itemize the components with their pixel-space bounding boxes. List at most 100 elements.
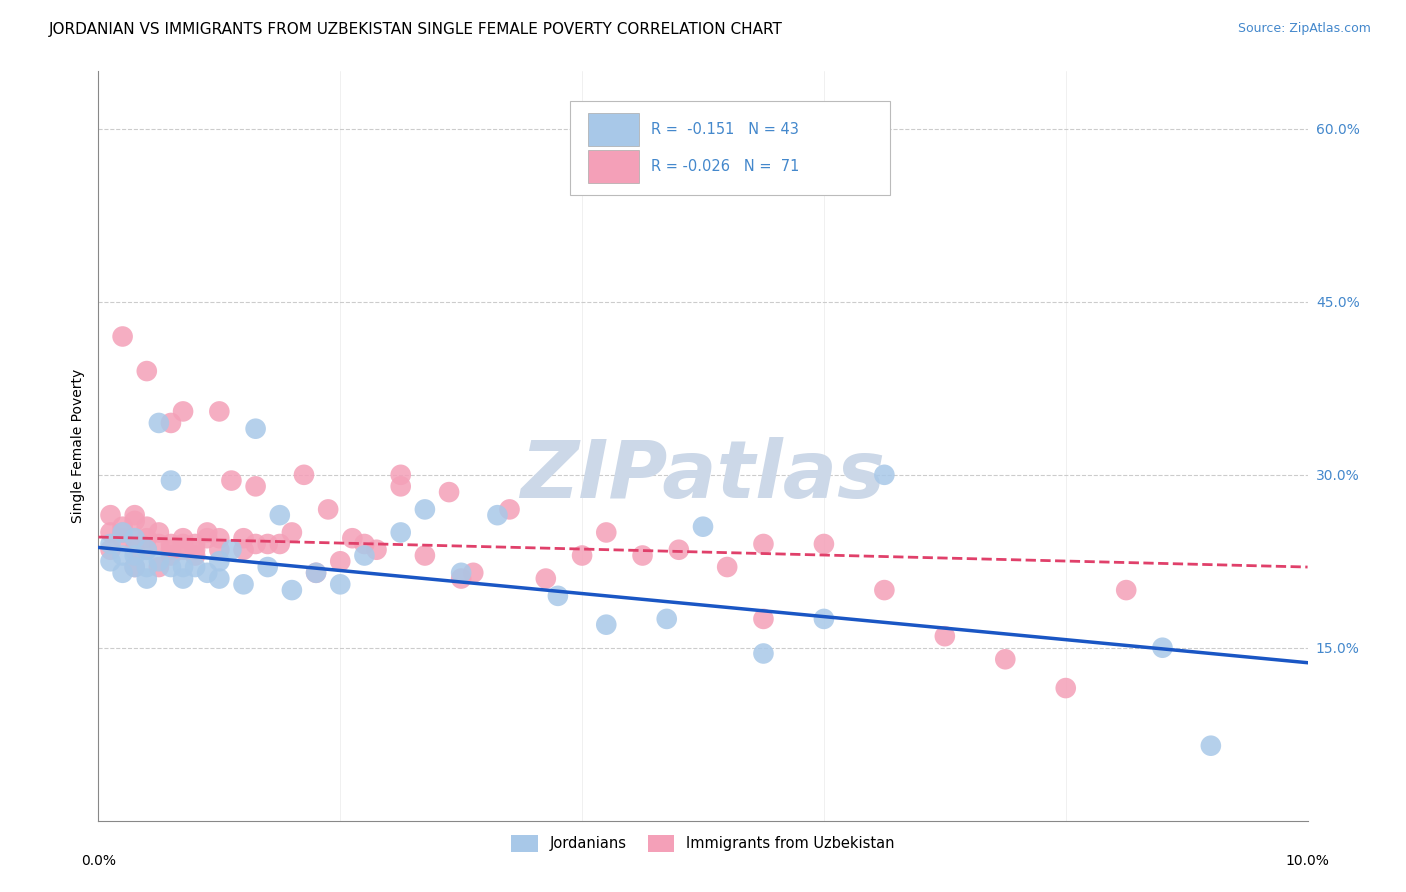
Point: [111, 519, 134, 533]
Point: [100, 525, 122, 540]
Point: [172, 572, 194, 586]
Point: [172, 404, 194, 418]
Point: [353, 537, 375, 551]
Point: [631, 549, 654, 563]
Point: [221, 474, 243, 488]
Point: [463, 566, 485, 580]
Point: [135, 572, 157, 586]
Point: [281, 583, 304, 598]
Point: [256, 560, 278, 574]
Point: [450, 572, 472, 586]
Point: [692, 519, 714, 533]
Point: [316, 502, 339, 516]
Point: [160, 537, 183, 551]
Point: [292, 467, 315, 482]
Point: [208, 531, 231, 545]
Point: [245, 422, 267, 436]
Point: [172, 542, 194, 557]
Point: [135, 542, 157, 557]
Point: [571, 549, 593, 563]
Legend: Jordanians, Immigrants from Uzbekistan: Jordanians, Immigrants from Uzbekistan: [506, 829, 900, 858]
Point: [100, 508, 122, 523]
Point: [232, 542, 254, 557]
Point: [208, 554, 231, 568]
Point: [1054, 681, 1077, 695]
Point: [172, 531, 194, 545]
Point: [124, 514, 146, 528]
Point: [752, 612, 775, 626]
Point: [329, 554, 352, 568]
Point: [269, 537, 291, 551]
Point: [148, 537, 170, 551]
Point: [172, 560, 194, 574]
Point: [184, 560, 207, 574]
Y-axis label: Single Female Poverty: Single Female Poverty: [70, 369, 84, 523]
Point: [172, 537, 194, 551]
Point: [389, 467, 412, 482]
Point: [305, 566, 328, 580]
Text: 10.0%: 10.0%: [1285, 855, 1330, 868]
Point: [124, 531, 146, 545]
Point: [160, 560, 183, 574]
Point: [668, 542, 690, 557]
Point: [221, 542, 243, 557]
Point: [366, 542, 388, 557]
Point: [873, 583, 896, 598]
Point: [486, 508, 509, 523]
Point: [437, 485, 460, 500]
Point: [135, 542, 157, 557]
Point: [873, 467, 896, 482]
Point: [124, 508, 146, 523]
Point: [100, 554, 122, 568]
Point: [256, 537, 278, 551]
Point: [1152, 640, 1174, 655]
FancyBboxPatch shape: [569, 102, 890, 195]
Point: [655, 612, 678, 626]
Point: [124, 560, 146, 574]
Point: [160, 474, 183, 488]
Point: [124, 549, 146, 563]
Point: [450, 566, 472, 580]
Point: [245, 479, 267, 493]
Point: [595, 617, 617, 632]
Point: [111, 329, 134, 343]
Point: [534, 572, 557, 586]
Text: Source: ZipAtlas.com: Source: ZipAtlas.com: [1237, 22, 1371, 36]
Point: [547, 589, 569, 603]
Point: [148, 416, 170, 430]
Point: [716, 560, 738, 574]
Point: [281, 525, 304, 540]
Text: R =  -0.151   N = 43: R = -0.151 N = 43: [651, 122, 799, 137]
Point: [245, 537, 267, 551]
Point: [135, 560, 157, 574]
Point: [413, 549, 436, 563]
Point: [498, 502, 520, 516]
Text: ZIPatlas: ZIPatlas: [520, 437, 886, 515]
Point: [100, 537, 122, 551]
Point: [329, 577, 352, 591]
Point: [111, 566, 134, 580]
Point: [148, 525, 170, 540]
Point: [595, 525, 617, 540]
Point: [934, 629, 956, 643]
Point: [135, 531, 157, 545]
Point: [148, 560, 170, 574]
Point: [232, 531, 254, 545]
Point: [160, 542, 183, 557]
Point: [195, 525, 218, 540]
Point: [305, 566, 328, 580]
Point: [994, 652, 1017, 666]
Point: [100, 542, 122, 557]
Point: [111, 549, 134, 563]
Point: [269, 508, 291, 523]
Point: [413, 502, 436, 516]
Point: [813, 612, 835, 626]
Point: [184, 549, 207, 563]
Point: [160, 416, 183, 430]
Point: [124, 560, 146, 574]
Point: [232, 577, 254, 591]
Text: JORDANIAN VS IMMIGRANTS FROM UZBEKISTAN SINGLE FEMALE POVERTY CORRELATION CHART: JORDANIAN VS IMMIGRANTS FROM UZBEKISTAN …: [49, 22, 783, 37]
Point: [1115, 583, 1137, 598]
Point: [111, 525, 134, 540]
Point: [342, 531, 364, 545]
